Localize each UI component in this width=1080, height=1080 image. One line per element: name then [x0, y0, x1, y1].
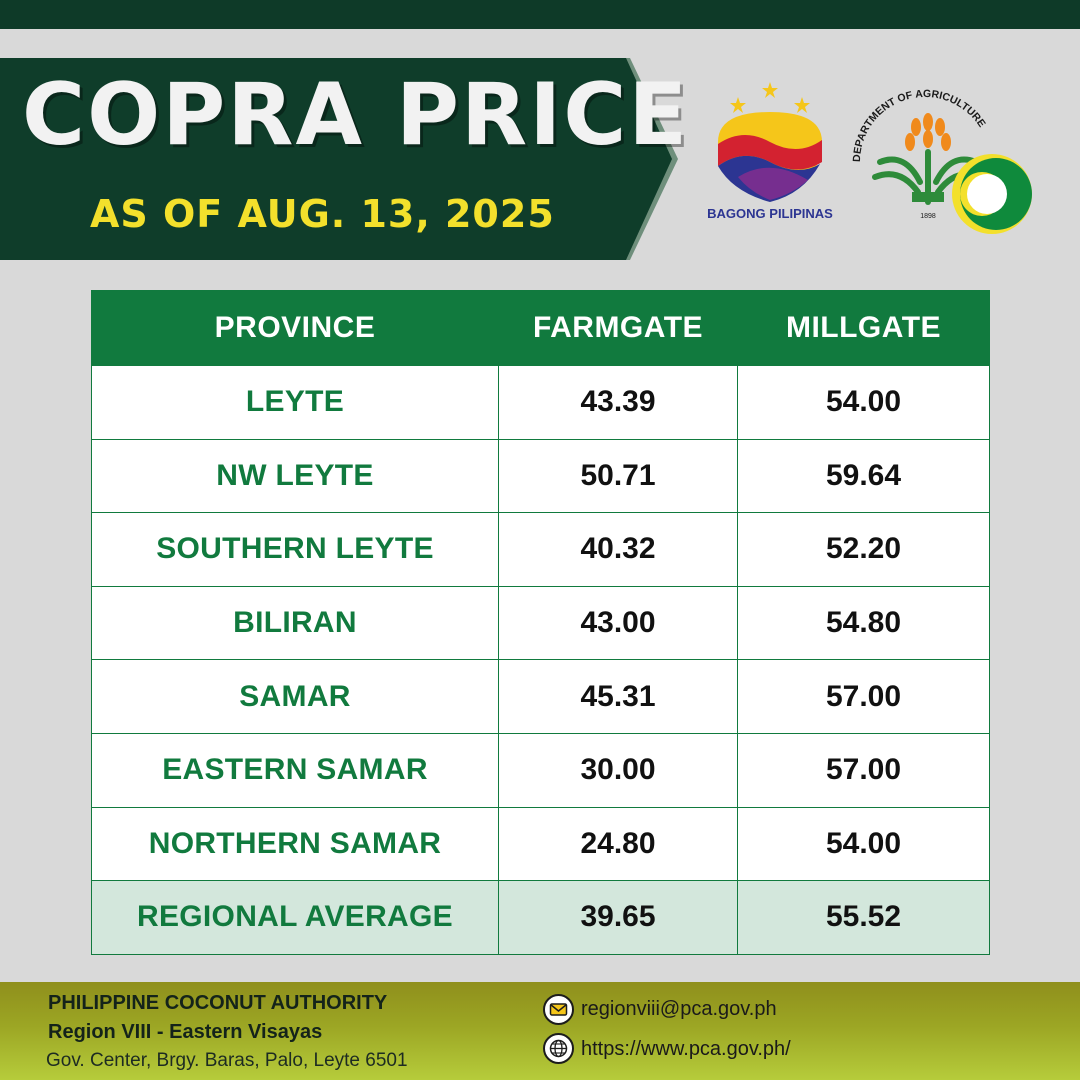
millgate-cell: 52.20 — [737, 512, 990, 587]
table-row: BILIRAN 43.00 54.80 — [91, 585, 990, 661]
average-label-cell: REGIONAL AVERAGE — [91, 880, 499, 955]
table-row: LEYTE 43.39 54.00 — [91, 365, 990, 440]
farmgate-cell: 40.32 — [498, 512, 738, 587]
millgate-cell: 54.00 — [737, 365, 990, 440]
farmgate-cell: 30.00 — [498, 732, 738, 808]
millgate-cell: 54.80 — [737, 585, 990, 661]
bagong-pilipinas-logo: BAGONG PILIPINAS — [698, 82, 848, 227]
table-row: SAMAR 45.31 57.00 — [91, 659, 990, 734]
title-banner — [0, 58, 678, 260]
table-row: NW LEYTE 50.71 59.64 — [91, 438, 990, 514]
footer-band — [0, 982, 1080, 1080]
organization-address: Gov. Center, Brgy. Baras, Palo, Leyte 65… — [46, 1050, 408, 1071]
farmgate-cell: 50.71 — [498, 438, 738, 514]
department-of-agriculture-logo: DEPARTMENT OF AGRICULTURE 1898 — [850, 82, 1040, 242]
date-subtitle: AS OF AUG. 13, 2025 — [90, 192, 555, 236]
average-millgate-cell: 55.52 — [737, 880, 990, 955]
table-row: NORTHERN SAMAR 24.80 54.00 — [91, 806, 990, 882]
top-band — [0, 0, 1080, 29]
column-header-province: PROVINCE — [91, 290, 499, 366]
table-row: SOUTHERN LEYTE 40.32 52.20 — [91, 512, 990, 587]
organization-region: Region VIII - Eastern Visayas — [48, 1021, 323, 1043]
farmgate-cell: 43.39 — [498, 365, 738, 440]
millgate-cell: 59.64 — [737, 438, 990, 514]
organization-name: PHILIPPINE COCONUT AUTHORITY — [48, 992, 388, 1014]
email-link[interactable]: regionviii@pca.gov.ph — [581, 998, 777, 1020]
province-cell: EASTERN SAMAR — [91, 732, 499, 808]
column-header-farmgate: FARMGATE — [498, 290, 738, 366]
farmgate-cell: 45.31 — [498, 659, 738, 734]
table-header-row: PROVINCE FARMGATE MILLGATE — [91, 290, 990, 366]
regional-average-row: REGIONAL AVERAGE 39.65 55.52 — [91, 880, 990, 955]
province-cell: SAMAR — [91, 659, 499, 734]
province-cell: NORTHERN SAMAR — [91, 806, 499, 882]
province-cell: NW LEYTE — [91, 438, 499, 514]
province-cell: BILIRAN — [91, 585, 499, 661]
page-title: COPRA PRICE — [22, 65, 690, 165]
department-year-text: 1898 — [920, 213, 936, 220]
millgate-cell: 57.00 — [737, 659, 990, 734]
millgate-cell: 54.00 — [737, 806, 990, 882]
farmgate-cell: 43.00 — [498, 585, 738, 661]
table-row: EASTERN SAMAR 30.00 57.00 — [91, 732, 990, 808]
copra-price-table: PROVINCE FARMGATE MILLGATE LEYTE 43.39 5… — [91, 290, 990, 955]
millgate-cell: 57.00 — [737, 732, 990, 808]
column-header-millgate: MILLGATE — [737, 290, 990, 366]
average-farmgate-cell: 39.65 — [498, 880, 738, 955]
website-link[interactable]: https://www.pca.gov.ph/ — [581, 1038, 791, 1060]
farmgate-cell: 24.80 — [498, 806, 738, 882]
envelope-icon — [543, 994, 574, 1025]
province-cell: LEYTE — [91, 365, 499, 440]
banner-arrow-shape — [0, 58, 678, 260]
globe-icon — [543, 1033, 574, 1064]
bagong-pilipinas-text: BAGONG PILIPINAS — [707, 206, 833, 221]
province-cell: SOUTHERN LEYTE — [91, 512, 499, 587]
